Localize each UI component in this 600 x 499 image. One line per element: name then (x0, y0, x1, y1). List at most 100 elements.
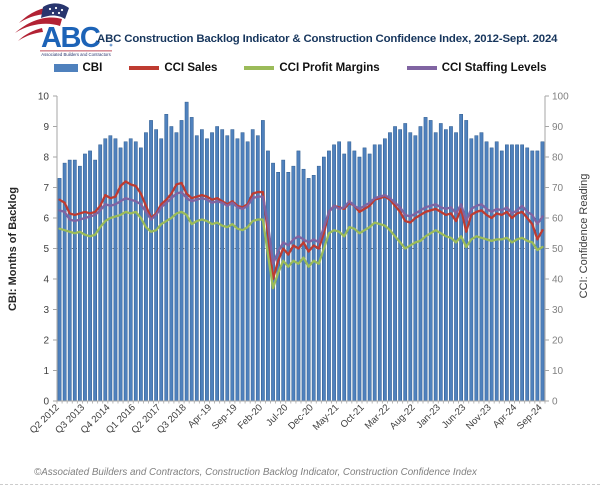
cci-sales-swatch-icon (129, 66, 160, 70)
cbi-bar (367, 153, 372, 402)
cbi-bar (154, 129, 158, 402)
cbi-bar (67, 159, 72, 402)
cbi-bar (332, 144, 336, 402)
legend-label-cci-staffing: CCI Staffing Levels (441, 62, 547, 74)
cbi-bar (413, 135, 418, 402)
cbi-bar (245, 141, 250, 402)
footer-divider (0, 484, 600, 485)
cbi-bar (200, 129, 204, 402)
cbi-bar (418, 126, 423, 402)
cci-profit-margins-line (58, 210, 544, 290)
x-tick-label: Apr-24 (491, 402, 520, 431)
cbi-bar (291, 165, 296, 402)
cbi-bar (357, 156, 362, 402)
cbi-bar (266, 150, 270, 402)
cbi-bar (281, 159, 286, 402)
cbi-bar (103, 138, 108, 402)
right-tick-label: 60 (552, 214, 564, 225)
cbi-bar (255, 135, 260, 402)
cbi-bar (250, 129, 255, 402)
cbi-bar (78, 165, 82, 402)
right-tick-label: 100 (552, 92, 569, 103)
cbi-bar (489, 147, 494, 402)
cbi-bar (72, 159, 77, 402)
cbi-bar (240, 132, 245, 402)
cbi-bar (169, 126, 174, 402)
cbi-bar (108, 135, 113, 402)
cbi-bar (433, 132, 438, 402)
left-tick-label: 0 (43, 397, 49, 408)
cbi-bar (149, 120, 153, 402)
cbi-bar (261, 120, 265, 402)
cbi-bar (372, 144, 377, 402)
cbi-bar (225, 135, 230, 402)
cbi-bar (174, 132, 179, 402)
cbi-bar (133, 141, 138, 402)
cbi-bar (311, 175, 316, 402)
logo-tagline: Associated Builders and Contractors (41, 52, 111, 57)
legend-item-cci-profit: CCI Profit Margins (244, 62, 380, 74)
left-tick-label: 9 (43, 122, 49, 133)
x-tick-label: Aug-22 (388, 402, 418, 432)
x-tick-label: Sep-24 (515, 402, 545, 432)
right-tick-label: 70 (552, 183, 564, 194)
cbi-bar (535, 150, 540, 402)
cbi-bar (205, 138, 209, 402)
cbi-swatch-icon (53, 64, 78, 72)
cbi-bar (540, 141, 545, 402)
cbi-bar (505, 144, 509, 402)
cbi-bar (159, 138, 164, 402)
cbi-bar (398, 129, 402, 402)
legend-item-cci-staffing: CCI Staffing Levels (406, 62, 547, 74)
left-tick-label: 2 (43, 336, 49, 347)
x-tick-label: Jan-23 (414, 402, 443, 431)
cbi-bar (393, 126, 397, 402)
cbi-bar (499, 150, 504, 402)
legend-label-cci-sales: CCI Sales (164, 62, 218, 74)
legend: CBI CCI Sales CCI Profit Margins CCI Sta… (0, 62, 600, 74)
cbi-bar (449, 126, 453, 402)
cbi-bar (352, 150, 357, 402)
left-tick-label: 10 (38, 92, 50, 103)
cbi-bar (139, 147, 143, 402)
legend-label-cbi: CBI (82, 62, 103, 74)
cbi-bar (296, 150, 301, 402)
cbi-bar (83, 153, 87, 402)
cbi-bar (184, 101, 189, 402)
cbi-bar (194, 135, 199, 402)
cbi-bar (438, 123, 443, 402)
cci-staffing-levels-line (58, 190, 544, 265)
x-tick-label: May-21 (311, 402, 341, 432)
right-tick-label: 90 (552, 122, 564, 133)
cbi-bar (474, 135, 479, 402)
x-tick-label: Jun-23 (440, 402, 469, 431)
cbi-bar (337, 141, 341, 402)
cbi-bars (57, 101, 545, 402)
cbi-bar (383, 138, 387, 402)
cbi-bar (327, 150, 331, 402)
right-tick-label: 50 (552, 244, 564, 255)
cbi-bar (179, 120, 184, 402)
cbi-bar (342, 153, 347, 402)
cbi-bar (362, 147, 367, 402)
x-tick-label: Feb-20 (236, 402, 265, 431)
cbi-bar (347, 141, 352, 402)
cbi-bar (276, 172, 280, 402)
right-tick-label: 30 (552, 305, 564, 316)
x-tick-label: Oct-21 (338, 402, 366, 430)
cbi-bar (220, 129, 225, 402)
logo-rule (40, 50, 112, 52)
cci-sales-line (58, 180, 544, 281)
x-tick-label: Sep-19 (210, 402, 240, 432)
cbi-bar (306, 178, 311, 402)
cbi-bar (235, 138, 240, 402)
cbi-bar (388, 132, 392, 402)
cbi-bar (286, 172, 291, 402)
left-tick-label: 8 (43, 153, 49, 164)
left-tick-label: 4 (43, 275, 49, 286)
cbi-bar (525, 147, 530, 402)
cbi-bar (403, 123, 408, 402)
cbi-bar (230, 129, 235, 402)
